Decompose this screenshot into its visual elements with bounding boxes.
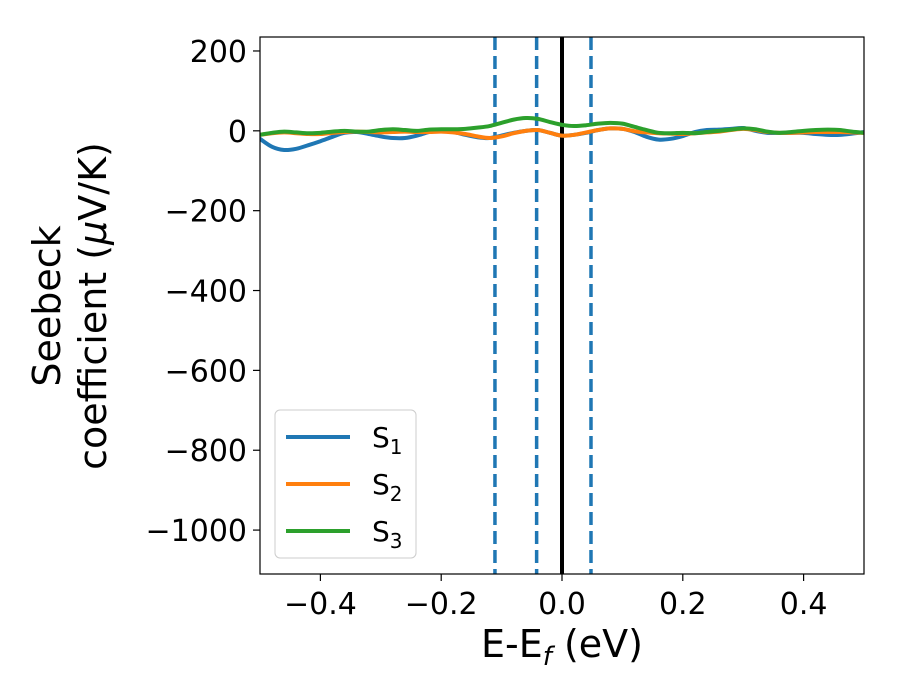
x-tick-label: 0.0 — [538, 587, 586, 622]
y-axis-label-line1: Seebeck — [25, 225, 69, 386]
x-tick-label: −0.2 — [405, 587, 478, 622]
x-tick-label: 0.4 — [780, 587, 828, 622]
y-tick-label: 0 — [228, 115, 247, 150]
y-tick-label: −1000 — [146, 514, 247, 549]
x-axis-ticks: −0.4 −0.2 0.0 0.2 0.4 — [284, 574, 827, 622]
legend: S1 S2 S3 — [274, 409, 417, 559]
y-tick-label: −400 — [165, 275, 247, 310]
y-tick-label: −200 — [165, 195, 247, 230]
y-axis-label-mu: μ — [71, 221, 115, 246]
y-axis-label-text: coefficient ( — [71, 245, 115, 470]
x-tick-label: −0.4 — [284, 587, 357, 622]
x-axis-label-main: E-E — [481, 622, 543, 666]
y-axis-ticks: 200 0 −200 −400 −600 −800 −1000 — [146, 35, 260, 549]
series-line-s3 — [260, 116, 864, 137]
legend-label-s2: S2 — [372, 468, 403, 506]
y-tick-label: −800 — [165, 434, 247, 469]
y-tick-label: 200 — [190, 35, 247, 70]
vertical-reference-lines — [493, 37, 593, 574]
y-axis-label: Seebeck coefficient (μV/K) — [25, 142, 115, 470]
x-axis-label-unit: (eV) — [552, 622, 643, 666]
legend-label-s3: S3 — [372, 515, 403, 553]
y-tick-label: −600 — [165, 354, 247, 389]
y-axis-label-line2: coefficient (μV/K) — [71, 142, 115, 470]
legend-label-s1: S1 — [372, 421, 403, 459]
series-lines — [260, 116, 864, 153]
y-axis-label-unit: V/K) — [71, 142, 115, 221]
x-axis-label: E-Ef (eV) — [481, 622, 643, 672]
x-tick-label: 0.2 — [659, 587, 707, 622]
